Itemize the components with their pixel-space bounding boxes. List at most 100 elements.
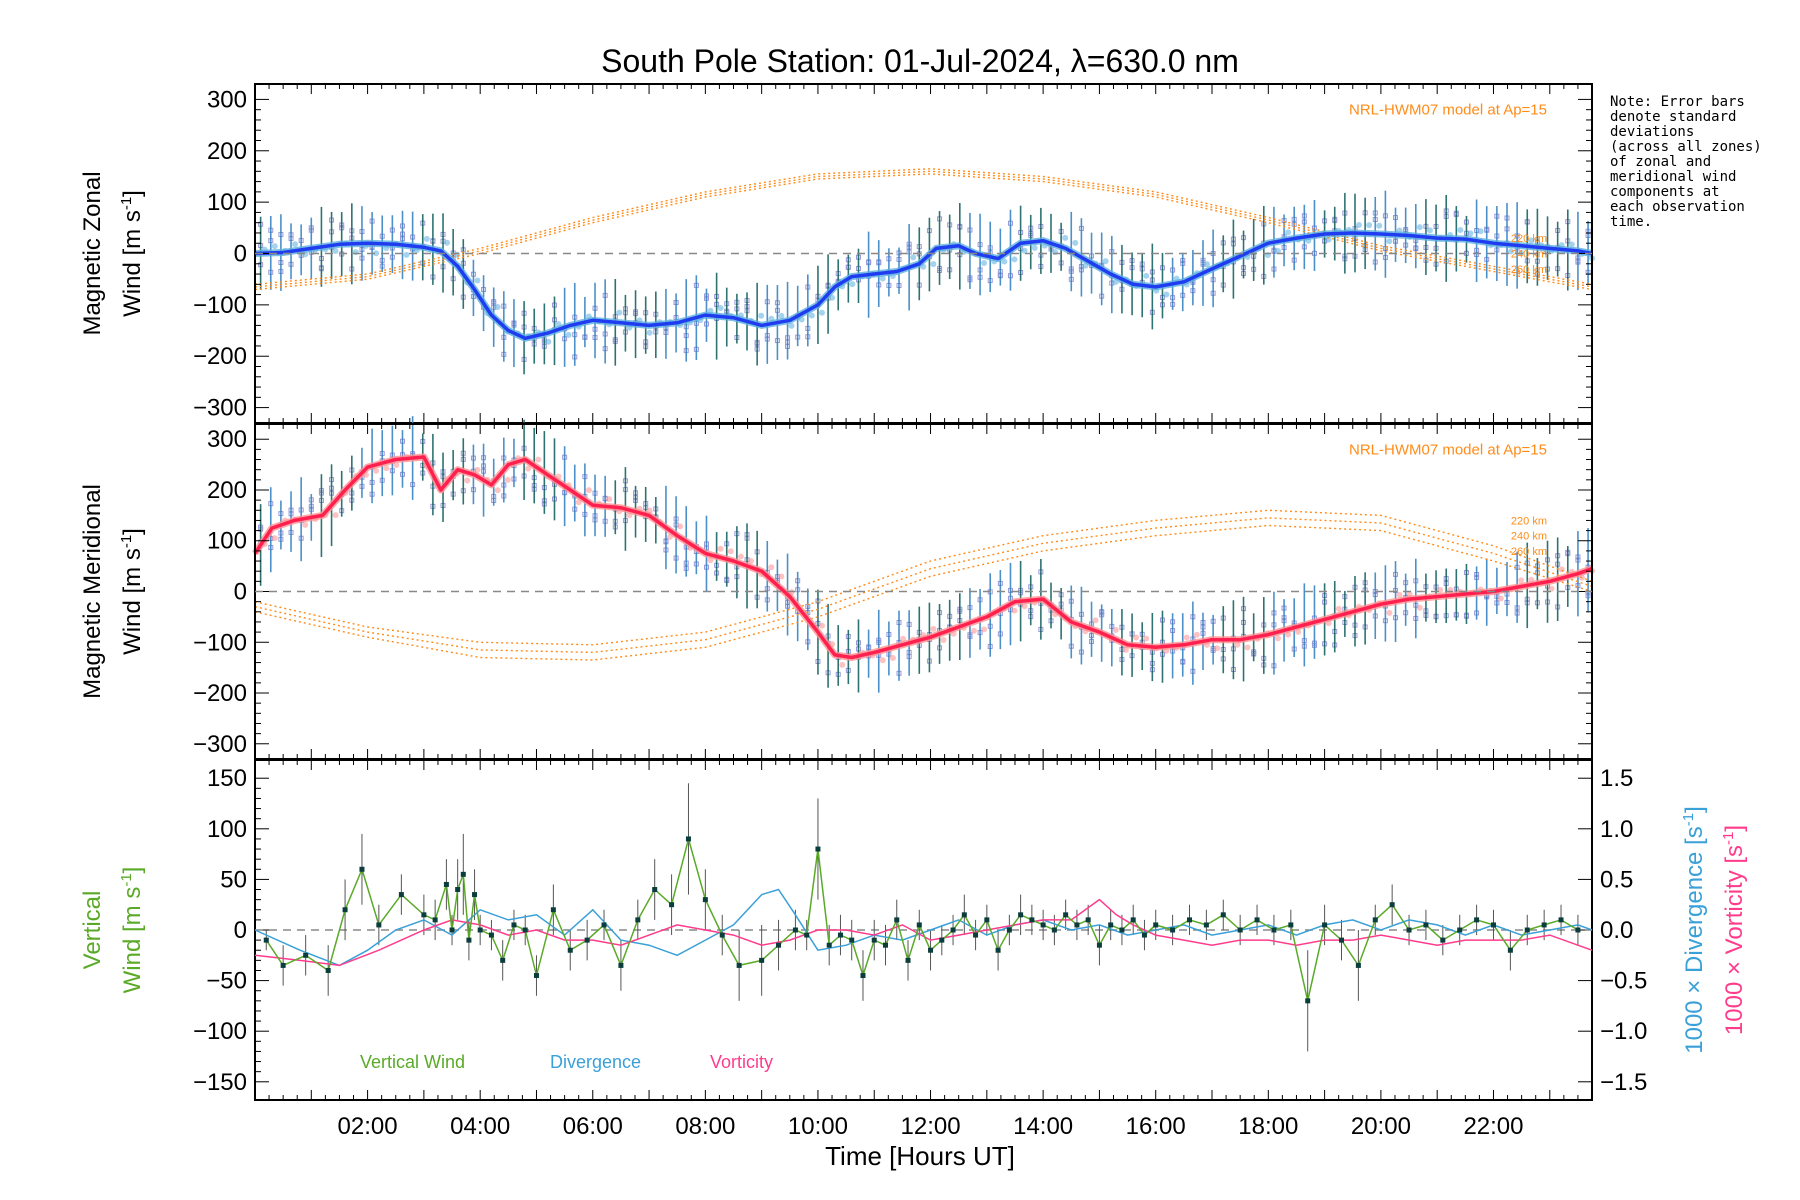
vertical-wind-point	[950, 927, 956, 933]
zonal-zone-point	[373, 250, 380, 257]
vertical-wind-point	[652, 887, 658, 893]
meridional-model-label: NRL-HWM07 model at Ap=15	[1349, 441, 1547, 458]
vertical-wind-point	[1130, 917, 1136, 923]
vertical-wind-point	[359, 866, 365, 872]
vertical-right-tick-label: −1.5	[1600, 1069, 1647, 1096]
zonal-zone-point	[1072, 239, 1079, 246]
vertical-wind-point	[776, 942, 782, 948]
vertical-y-tick-label: 50	[220, 866, 247, 893]
x-tick-label: 16:00	[1126, 1113, 1186, 1140]
vertical-wind-point	[263, 937, 269, 943]
vertical-wind-point	[804, 932, 810, 938]
vertical-wind-point	[460, 871, 466, 877]
zonal-zone-point	[778, 312, 785, 319]
zonal-model-220km	[254, 168, 1593, 285]
zonal-model-260km	[254, 173, 1593, 291]
vertical-wind-point	[1040, 922, 1046, 928]
zonal-zone-point	[1001, 258, 1008, 265]
meridional-zone-point	[504, 476, 511, 483]
meridional-zone-point	[778, 573, 785, 580]
vertical-wind-point	[533, 973, 539, 979]
meridional-zone-point	[1416, 604, 1423, 611]
zonal-zone-point	[1102, 258, 1109, 265]
zonal-zone-point	[808, 312, 815, 319]
vertical-wind-point	[1575, 927, 1581, 933]
meridional-zone-point	[383, 465, 390, 472]
meridional-mean-line	[253, 455, 1593, 660]
meridional-zone-point	[1497, 595, 1504, 602]
vertical-wind-point	[849, 937, 855, 943]
x-axis-title: Time [Hours UT]	[825, 1141, 1015, 1171]
zonal-zone-point	[352, 249, 359, 256]
vertical-wind-point	[1355, 962, 1361, 968]
zonal-zone-point	[849, 281, 856, 288]
meridional-model-240km	[254, 517, 1593, 654]
vertical-wind-point	[1271, 927, 1277, 933]
vertical-wind-point	[635, 917, 641, 923]
meridional-zone-point	[1518, 577, 1525, 584]
vertical-wind-point	[1203, 922, 1209, 928]
meridional-zone-point	[464, 477, 471, 484]
meridional-zone-point	[373, 467, 380, 474]
zonal-y-units: Wind [m s-1]	[118, 190, 146, 317]
meridional-zone-point	[981, 626, 988, 633]
zonal-zone-point	[717, 305, 724, 312]
vertical-wind-point	[685, 836, 691, 842]
zonal-zone-point	[332, 248, 339, 255]
vertical-right-tick-label: 1.0	[1600, 816, 1633, 843]
vertical-wind-point	[1237, 927, 1243, 933]
plot-panels: NRL-HWM07 model at Ap=15 220 km 240 km 260 …	[79, 83, 1748, 1140]
meridional-zone-point	[1143, 635, 1150, 642]
meridional-altitude-label: 240 km	[1511, 531, 1547, 543]
meridional-zone-point	[930, 625, 937, 632]
x-tick-label: 02:00	[338, 1113, 398, 1140]
vertical-y-tick-label: 0	[234, 917, 247, 944]
zonal-zone-point	[1285, 229, 1292, 236]
vertical-wind-point	[1423, 922, 1429, 928]
note-line: of zonal and	[1610, 154, 1711, 170]
zonal-error-bars	[259, 190, 1589, 375]
vertical-wind-point	[1288, 922, 1294, 928]
meridional-zone-point	[1092, 617, 1099, 624]
divergence-line	[254, 888, 1593, 967]
zonal-zone-point	[1568, 241, 1575, 248]
meridional-zone-point	[1214, 645, 1221, 652]
meridional-zone-point	[818, 622, 825, 629]
zonal-zone-point	[1457, 227, 1464, 234]
x-tick-label: 14:00	[1013, 1113, 1073, 1140]
meridional-zone-point	[1234, 641, 1241, 648]
meridional-y-tick-label: 200	[207, 477, 247, 504]
zonal-zone-point	[1011, 256, 1018, 263]
meridional-altitude-label: 260 km	[1511, 546, 1547, 558]
zonal-zone-point	[1143, 272, 1150, 279]
vertical-wind-point	[702, 897, 708, 903]
meridional-zone-point	[1021, 603, 1028, 610]
vertical-wind-point	[325, 967, 331, 973]
vertical-wind-point	[280, 962, 286, 968]
zonal-zone-point	[1528, 237, 1535, 244]
vertical-wind-point	[1018, 912, 1024, 918]
vertical-wind-point	[928, 947, 934, 953]
zonal-zone-point	[1163, 291, 1170, 298]
vertical-wind-point	[550, 907, 556, 913]
meridional-y-units: Wind [m s-1]	[118, 528, 146, 655]
zonal-altitude-label: 260 km	[1511, 264, 1547, 276]
vertical-wind-point	[601, 922, 607, 928]
zonal-zone-point	[1416, 224, 1423, 231]
vertical-wind-point	[421, 912, 427, 918]
zonal-zone-point	[545, 338, 552, 345]
vertical-y-tick-label: 150	[207, 765, 247, 792]
zonal-zone-point	[444, 239, 451, 246]
vertical-wind-point	[1558, 917, 1564, 923]
meridional-zone-point	[1011, 607, 1018, 614]
zonal-zone-point	[818, 309, 825, 316]
vertical-wind-point	[449, 927, 455, 933]
zonal-y-tick-label: 300	[207, 86, 247, 113]
vertical-wind-point	[736, 962, 742, 968]
vertical-wind-point	[1474, 917, 1480, 923]
zonal-zone-point	[271, 243, 278, 250]
meridional-mean-halo	[252, 453, 1594, 661]
zonal-zone-point	[474, 277, 481, 284]
meridional-model-220km	[254, 509, 1593, 646]
